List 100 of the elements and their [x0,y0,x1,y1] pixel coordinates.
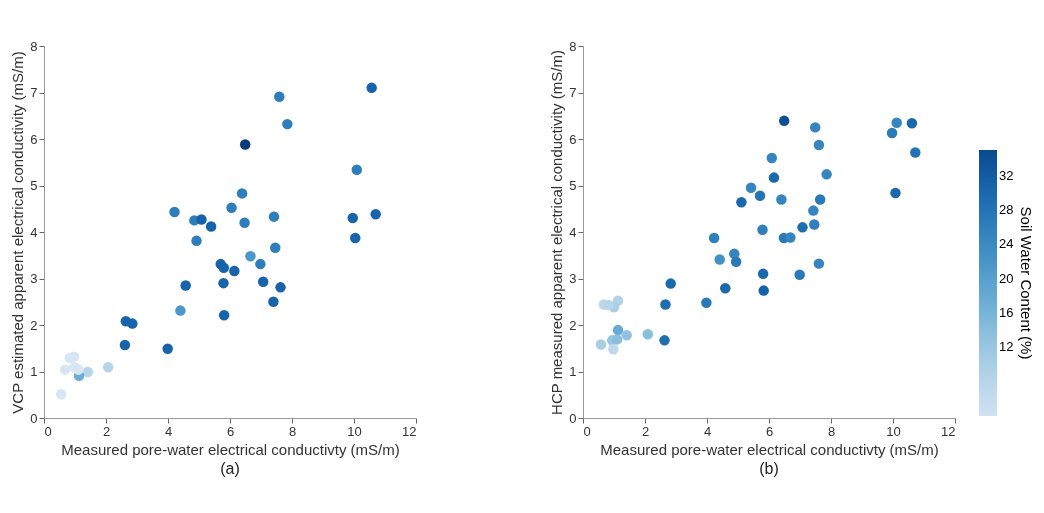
x-axis-title: Measured pore-water electrical conductivty (mS/m) [600,440,939,458]
color-bar-label: 24 [999,236,1014,252]
point [270,242,281,254]
x-tick-label: 4 [703,423,712,439]
y-tick-label: 2 [569,317,577,333]
point [102,362,114,373]
point [910,147,921,158]
point [239,139,251,150]
x-tick-label: 6 [226,423,235,439]
point [595,339,607,350]
point [257,276,269,287]
point [218,310,230,321]
text: (a) [220,460,240,477]
point [55,389,67,400]
y-tick-label: 2 [30,317,38,333]
point [366,82,377,94]
y-tick-label: 5 [30,178,38,193]
point [245,250,256,262]
point [218,277,229,289]
point [813,139,825,151]
point [73,364,84,375]
point [809,219,820,230]
x-axis-title: Measured pore-water electrical conductivty (mS/m) [61,440,400,458]
point [229,265,240,277]
x-tick-label: 10 [347,423,362,439]
point [890,187,901,199]
point [226,202,237,214]
point [906,117,918,129]
point [611,334,623,345]
point [714,254,725,265]
color-bar-label: 16 [999,305,1014,321]
point [745,182,757,194]
color-bar-title: Soil Water Content (%) [1018,206,1035,360]
color-bar-label: 12 [999,339,1014,355]
x-tick-label: 12 [402,423,417,439]
y-tick-label: 0 [569,410,577,426]
point [282,118,293,130]
point [730,256,742,267]
point [127,318,138,329]
point [736,197,747,208]
point [119,339,131,351]
y-tick-label: 7 [569,85,577,100]
x-tick-label: 4 [164,423,173,439]
point [239,217,250,228]
point [642,329,654,340]
point [659,335,670,346]
point [175,305,186,316]
point [886,127,898,139]
point [891,117,902,128]
y-tick-label: 1 [569,364,577,379]
point [169,206,180,218]
point [268,211,280,222]
point [612,324,624,336]
y-tick-label: 4 [30,224,38,240]
point [785,232,796,243]
x-tick-label: 0 [583,423,591,439]
point [776,194,787,205]
x-tick-label: 8 [827,423,836,439]
y-tick-label: 4 [569,224,577,240]
point [274,91,285,102]
point [275,282,286,293]
y-tick-label: 0 [30,410,38,426]
point [268,296,279,307]
point [665,278,676,289]
point [351,164,363,175]
point [757,268,769,280]
y-tick-label: 8 [569,38,577,54]
x-tick-label: 6 [765,423,774,439]
point [797,222,808,233]
point [754,190,766,201]
point [162,343,173,354]
point [768,172,780,183]
point [821,169,832,180]
point [757,224,768,235]
color-bar-label: 20 [999,270,1014,286]
point [196,214,207,225]
y-tick-label: 3 [30,271,38,286]
point [766,152,778,164]
point [603,299,614,311]
x-tick-label: 0 [44,423,52,439]
y-tick-label: 6 [30,131,38,147]
y-tick-label: 3 [569,271,577,286]
y-tick-label: 7 [30,85,38,100]
y-tick-label: 1 [30,364,38,379]
point [701,297,712,308]
point [808,205,819,216]
x-tick-label: 8 [288,423,297,439]
x-tick-label: 10 [886,423,901,439]
point [794,269,805,281]
point [621,330,632,341]
point [809,122,821,133]
point [180,280,191,291]
point [720,283,731,294]
y-tick-label: 6 [569,131,577,147]
point [59,364,71,375]
y-axis-title: VCP estimated apparent electrical conductivity (mS/m) [9,51,27,414]
point [370,209,381,220]
point [218,262,230,274]
x-tick-label: 2 [641,423,650,439]
point [236,188,248,199]
